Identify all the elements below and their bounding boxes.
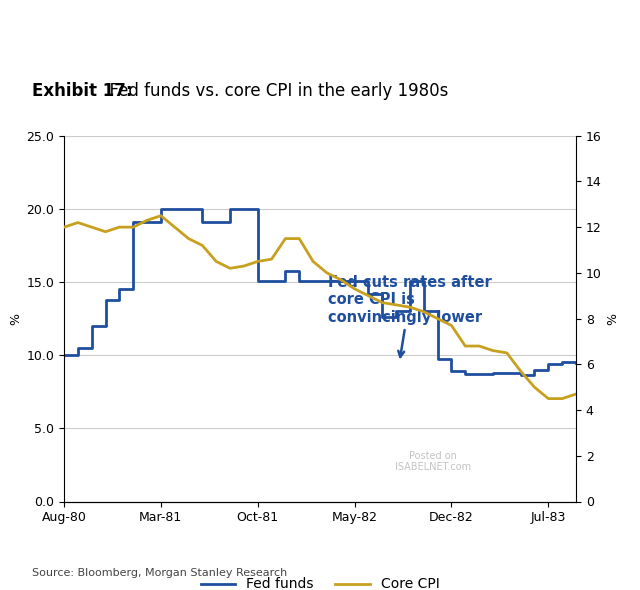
Text: Posted on
ISABELNET.com: Posted on ISABELNET.com	[395, 451, 470, 472]
Text: Fed cuts rates after
core CPI is
convincingly lower: Fed cuts rates after core CPI is convinc…	[328, 275, 492, 357]
Y-axis label: %: %	[606, 313, 619, 324]
Y-axis label: %: %	[9, 313, 22, 324]
Text: Exhibit 17:: Exhibit 17:	[32, 82, 132, 100]
Text: Fed funds vs. core CPI in the early 1980s: Fed funds vs. core CPI in the early 1980…	[99, 82, 449, 100]
Legend: Fed funds, Core CPI: Fed funds, Core CPI	[195, 572, 445, 590]
Text: Source: Bloomberg, Morgan Stanley Research: Source: Bloomberg, Morgan Stanley Resear…	[32, 568, 287, 578]
